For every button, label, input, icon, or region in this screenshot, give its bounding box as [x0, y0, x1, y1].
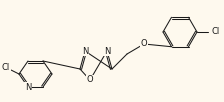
Text: Cl: Cl — [211, 28, 219, 37]
Text: O: O — [141, 39, 147, 48]
Text: Cl: Cl — [2, 64, 10, 73]
Text: N: N — [104, 47, 110, 55]
Text: N: N — [25, 83, 31, 91]
Text: O: O — [87, 75, 93, 84]
Text: N: N — [82, 47, 88, 55]
